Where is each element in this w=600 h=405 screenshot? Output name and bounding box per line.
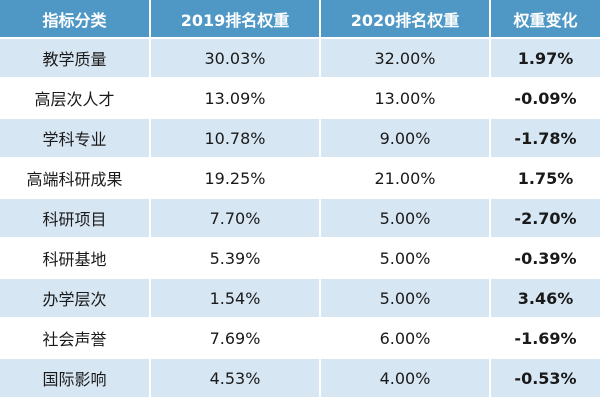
weight-2019-cell: 30.03% [150,38,321,79]
weight-2019-cell: 7.70% [150,198,321,239]
table-row: 高层次人才 13.09% 13.00% -0.09% [0,78,600,119]
table-row: 科研基地 5.39% 5.00% -0.39% [0,238,600,279]
category-cell: 科研基地 [0,238,151,279]
table-row: 教学质量 30.03% 32.00% 1.97% [0,38,600,79]
weight-2020-cell: 13.00% [320,78,491,119]
weight-2020-cell: 32.00% [320,38,491,79]
weight-2019-cell: 13.09% [150,78,321,119]
category-cell: 科研项目 [0,198,151,239]
header-weight-2020: 2020排名权重 [320,0,491,39]
weight-2020-cell: 5.00% [320,278,491,319]
weight-2020-cell: 5.00% [320,198,491,239]
category-cell: 高端科研成果 [0,158,151,199]
header-weight-2019: 2019排名权重 [150,0,321,39]
category-cell: 国际影响 [0,358,151,399]
weight-change-cell: -0.09% [490,78,600,119]
weight-change-cell: 3.46% [490,278,600,319]
weight-2020-cell: 21.00% [320,158,491,199]
table-row: 学科专业 10.78% 9.00% -1.78% [0,118,600,159]
weight-2020-cell: 9.00% [320,118,491,159]
table-row: 社会声誉 7.69% 6.00% -1.69% [0,318,600,359]
weight-change-cell: -0.53% [490,358,600,399]
table-row: 科研项目 7.70% 5.00% -2.70% [0,198,600,239]
weight-change-cell: 1.75% [490,158,600,199]
category-cell: 教学质量 [0,38,151,79]
table-row: 办学层次 1.54% 5.00% 3.46% [0,278,600,319]
weight-2019-cell: 10.78% [150,118,321,159]
weight-2019-cell: 1.54% [150,278,321,319]
table-row: 高端科研成果 19.25% 21.00% 1.75% [0,158,600,199]
header-category: 指标分类 [0,0,151,39]
table-row: 国际影响 4.53% 4.00% -0.53% [0,358,600,399]
weight-2020-cell: 6.00% [320,318,491,359]
weight-2019-cell: 7.69% [150,318,321,359]
weight-change-cell: -2.70% [490,198,600,239]
header-row: 指标分类 2019排名权重 2020排名权重 权重变化 [0,0,600,39]
category-cell: 社会声誉 [0,318,151,359]
weight-change-cell: -1.69% [490,318,600,359]
weight-change-cell: -1.78% [490,118,600,159]
category-cell: 高层次人才 [0,78,151,119]
header-weight-change: 权重变化 [490,0,600,39]
category-cell: 学科专业 [0,118,151,159]
weight-2019-cell: 5.39% [150,238,321,279]
weight-2019-cell: 19.25% [150,158,321,199]
category-cell: 办学层次 [0,278,151,319]
weight-2020-cell: 5.00% [320,238,491,279]
weight-2019-cell: 4.53% [150,358,321,399]
weight-change-cell: -0.39% [490,238,600,279]
weight-change-cell: 1.97% [490,38,600,79]
weight-2020-cell: 4.00% [320,358,491,399]
